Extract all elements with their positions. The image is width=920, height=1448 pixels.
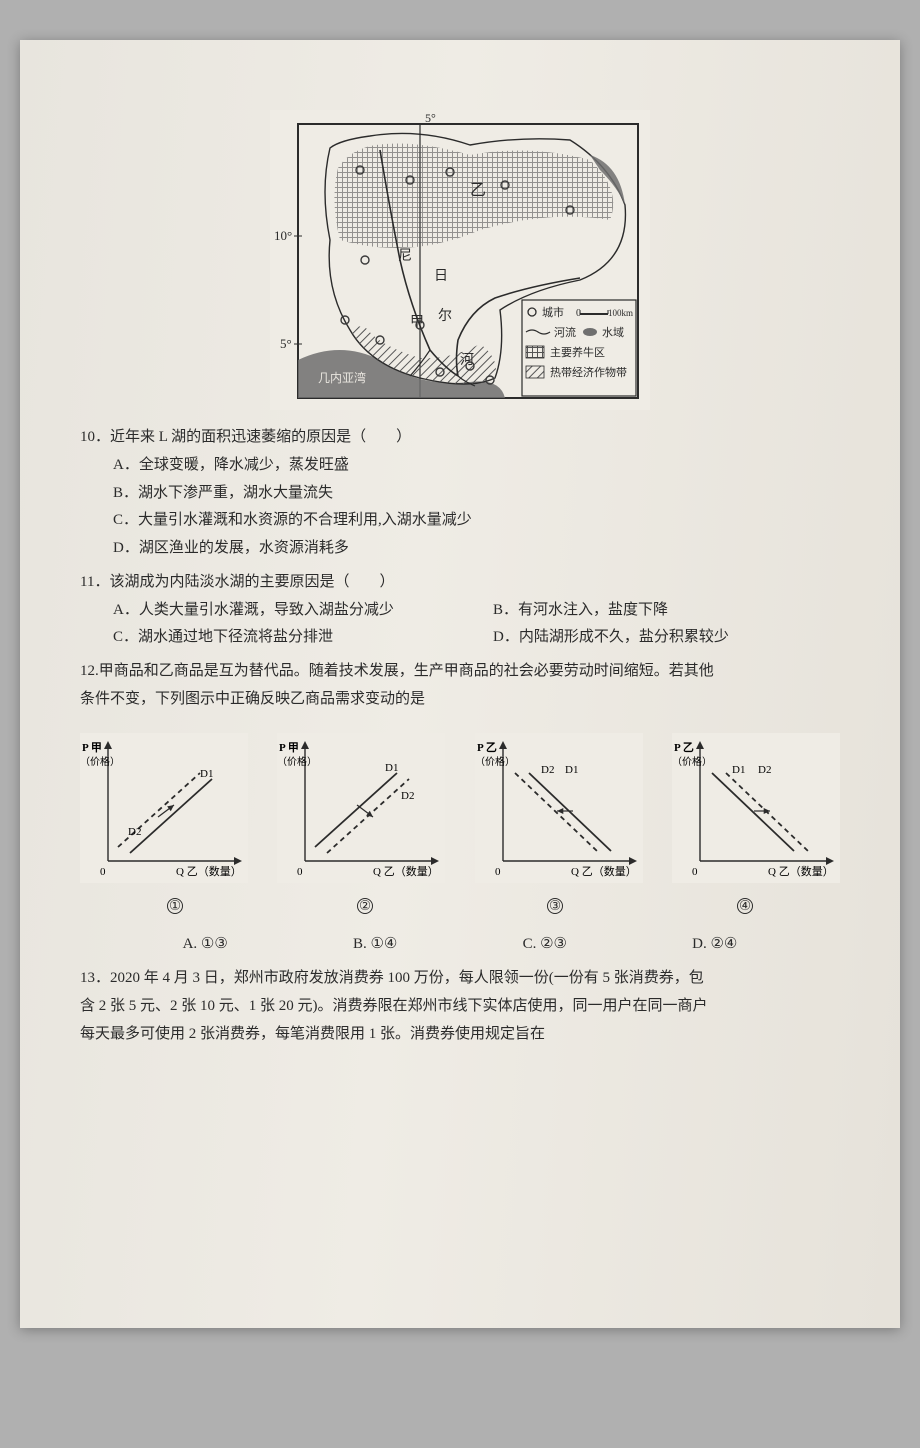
graph-num-4: ④ <box>737 898 753 914</box>
svg-text:D2: D2 <box>541 764 554 776</box>
legend-tropical: 热带经济作物带 <box>550 365 627 379</box>
graph-2-render: P 甲 （价格） 0 Q 乙（数量） D1 D2 <box>277 728 445 888</box>
lat-bot: 5° <box>280 336 292 351</box>
svg-text:0: 0 <box>692 866 698 878</box>
q12-ans-b: B. ①④ <box>353 931 397 959</box>
coast-label: 几内亚湾 <box>318 370 366 385</box>
river-ri: 日 <box>434 269 448 284</box>
river-ni: 尼 <box>398 249 412 264</box>
svg-text:D1: D1 <box>565 764 578 776</box>
lat-top: 5° <box>425 111 436 125</box>
q12-stem-2: 条件不变，下列图示中正确反映乙商品需求变动的是 <box>80 686 840 714</box>
legend-river: 河流 <box>554 325 576 339</box>
svg-text:0: 0 <box>100 866 106 878</box>
graph-num-1: ① <box>167 898 183 914</box>
question-11: 11．该湖成为内陆淡水湖的主要原因是（ ） A．人类大量引水灌溉，导致入湖盐分减… <box>80 569 840 652</box>
svg-text:（价格）: （价格） <box>672 755 712 768</box>
legend-cattle: 主要养牛区 <box>550 345 605 359</box>
svg-text:P 甲: P 甲 <box>279 741 299 754</box>
svg-text:Q 乙（数量）: Q 乙（数量） <box>571 865 637 878</box>
q12-ans-d: D. ②④ <box>692 931 737 959</box>
legend-water: 水域 <box>602 326 624 339</box>
svg-text:D1: D1 <box>385 762 398 774</box>
svg-text:0: 0 <box>297 866 303 878</box>
river-he: 河 <box>460 352 474 368</box>
q11-stem: 11．该湖成为内陆淡水湖的主要原因是（ ） <box>80 569 840 597</box>
q12-graphs-render: P 甲 （价格） 0 Q 乙（数量） D1 D2 P 甲 （价格） 0 Q 乙（数量… <box>80 728 840 888</box>
svg-text:D1: D1 <box>200 768 213 780</box>
svg-text:Q 乙（数量）: Q 乙（数量） <box>768 865 834 878</box>
question-10: 10．近年来 L 湖的面积迅速萎缩的原因是（ ） A．全球变暖，降水减少，蒸发旺… <box>80 424 840 563</box>
q10-stem: 10．近年来 L 湖的面积迅速萎缩的原因是（ ） <box>80 424 840 452</box>
region-yi: 乙 <box>470 182 486 199</box>
svg-text:P 乙: P 乙 <box>674 741 694 754</box>
svg-text:P 乙: P 乙 <box>477 741 497 754</box>
q11-opt-b: B．有河水注入，盐度下降 <box>460 597 840 625</box>
q13-line-2: 含 2 张 5 元、2 张 10 元、1 张 20 元)。消费券限在郑州市线下实… <box>80 993 840 1021</box>
svg-text:P 甲: P 甲 <box>82 741 102 754</box>
map-svg: 5° 10° 5° 几内亚湾 <box>270 110 650 410</box>
graph-4-render: P 乙 （价格） 0 Q 乙（数量） D1 D2 <box>672 728 840 888</box>
question-12: 12.甲商品和乙商品是互为替代品。随着技术发展，生产甲商品的社会必要劳动时间缩短… <box>80 658 840 959</box>
legend-city: 城市 <box>542 305 564 319</box>
graph-3-render: P 乙 （价格） 0 Q 乙（数量） D2 D1 <box>475 728 643 888</box>
svg-text:Q 乙（数量）: Q 乙（数量） <box>176 865 242 878</box>
river-er: 尔 <box>438 308 452 324</box>
svg-text:（价格）: （价格） <box>475 755 515 768</box>
q11-opt-c: C．湖水通过地下径流将盐分排泄 <box>80 624 460 652</box>
q12-stem-1: 12.甲商品和乙商品是互为替代品。随着技术发展，生产甲商品的社会必要劳动时间缩短… <box>80 658 840 686</box>
svg-text:0: 0 <box>495 866 501 878</box>
q10-opt-a: A．全球变暖，降水减少，蒸发旺盛 <box>80 452 840 480</box>
q11-opt-d: D．内陆湖形成不久，盐分积累较少 <box>460 624 840 652</box>
q12-answers: A. ①③ B. ①④ C. ②③ D. ②④ <box>80 921 840 959</box>
q11-opt-a: A．人类大量引水灌溉，导致入湖盐分减少 <box>80 597 460 625</box>
svg-text:Q 乙（数量）: Q 乙（数量） <box>373 865 439 878</box>
q13-line-1: 13．2020 年 4 月 3 日，郑州市政府发放消费券 100 万份，每人限领… <box>80 965 840 993</box>
q12-ans-a: A. ①③ <box>183 931 228 959</box>
q10-opt-b: B．湖水下渗严重，湖水大量流失 <box>80 480 840 508</box>
exam-page: 5° 10° 5° 几内亚湾 <box>20 40 900 1328</box>
map-figure: 5° 10° 5° 几内亚湾 <box>270 110 650 410</box>
svg-text:（价格）: （价格） <box>277 755 317 768</box>
lat-mid: 10° <box>274 228 292 243</box>
graph-num-3: ③ <box>547 898 563 914</box>
svg-text:D2: D2 <box>128 826 141 838</box>
svg-text:D1: D1 <box>732 764 745 776</box>
svg-text:D2: D2 <box>758 764 771 776</box>
legend-scale: 100km <box>608 308 633 318</box>
q10-opt-c: C．大量引水灌溉和水资源的不合理利用,入湖水量减少 <box>80 507 840 535</box>
graph-1-render: P 甲 （价格） 0 Q 乙（数量） D1 D2 <box>80 728 248 888</box>
q13-line-3: 每天最多可使用 2 张消费券，每笔消费限用 1 张。消费券使用规定旨在 <box>80 1021 840 1049</box>
q12-ans-c: C. ②③ <box>523 931 567 959</box>
svg-text:D2: D2 <box>401 790 414 802</box>
question-13: 13．2020 年 4 月 3 日，郑州市政府发放消费券 100 万份，每人限领… <box>80 965 840 1048</box>
graph-num-2: ② <box>357 898 373 914</box>
q10-opt-d: D．湖区渔业的发展，水资源消耗多 <box>80 535 840 563</box>
svg-text:（价格）: （价格） <box>80 755 120 768</box>
